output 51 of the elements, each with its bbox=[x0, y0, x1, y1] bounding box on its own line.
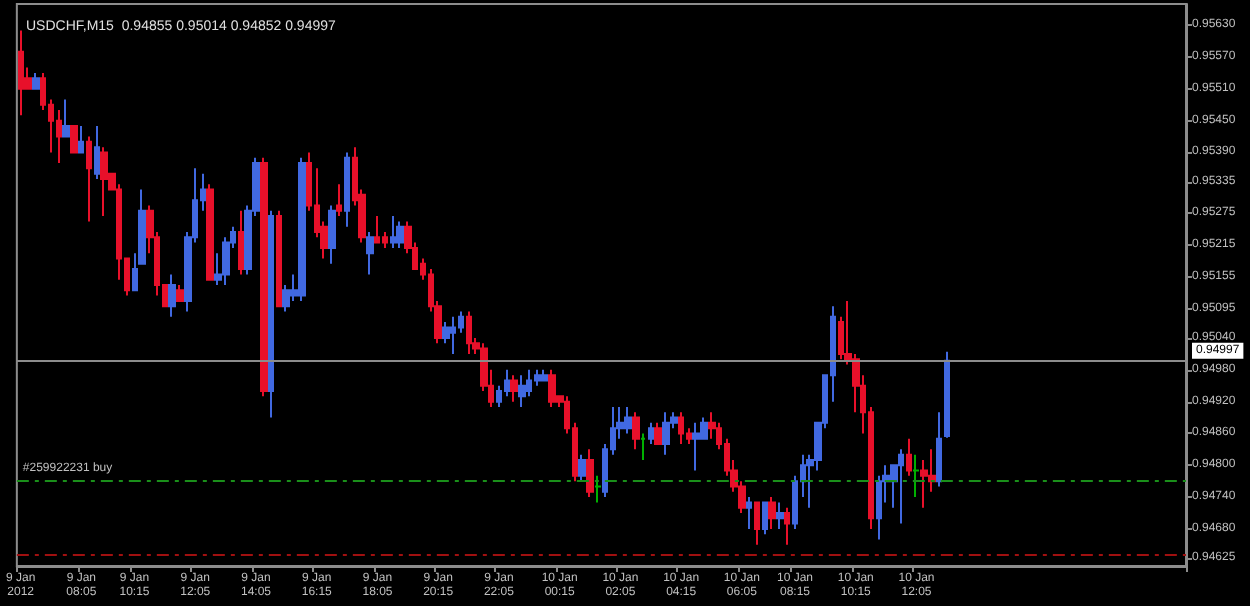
candlestick bbox=[898, 448, 904, 525]
candlestick bbox=[328, 204, 336, 265]
candlestick bbox=[692, 421, 700, 472]
candlestick bbox=[754, 501, 760, 546]
candlestick bbox=[510, 374, 518, 403]
candlestick bbox=[390, 215, 396, 249]
candlestick bbox=[648, 421, 654, 446]
candlestick bbox=[624, 405, 632, 435]
candlestick bbox=[396, 220, 404, 249]
candlestick bbox=[86, 135, 92, 223]
candlestick bbox=[298, 156, 306, 302]
candlestick bbox=[678, 411, 684, 446]
candlestick bbox=[260, 156, 268, 398]
candlestick bbox=[176, 284, 184, 302]
candlestick bbox=[548, 368, 556, 408]
candlestick bbox=[518, 374, 526, 408]
candlestick bbox=[18, 29, 24, 117]
candlestick bbox=[466, 310, 472, 355]
candlestick bbox=[662, 411, 670, 456]
candlestick bbox=[540, 368, 548, 382]
candlestick bbox=[276, 209, 282, 308]
candlestick bbox=[238, 209, 244, 276]
candlestick bbox=[768, 496, 776, 530]
candlestick bbox=[746, 496, 752, 530]
candlestick bbox=[206, 183, 214, 281]
candlestick bbox=[762, 501, 768, 536]
candlestick bbox=[62, 98, 70, 138]
candlestick bbox=[78, 124, 84, 154]
candlestick bbox=[594, 474, 602, 504]
candlestick bbox=[640, 432, 646, 461]
candlestick bbox=[32, 71, 40, 90]
candlestick bbox=[168, 273, 176, 318]
candlestick bbox=[336, 183, 342, 218]
candlestick bbox=[366, 230, 374, 276]
candlestick bbox=[632, 411, 640, 451]
candlestick bbox=[450, 315, 456, 355]
candlestick bbox=[944, 350, 950, 439]
candlestick bbox=[654, 421, 662, 446]
candlestick bbox=[912, 453, 920, 499]
candlestick bbox=[344, 151, 350, 228]
candlestick bbox=[100, 146, 108, 218]
candlestick bbox=[70, 124, 78, 154]
candlestick bbox=[268, 209, 274, 419]
candlestick bbox=[374, 215, 380, 244]
candlestick bbox=[578, 453, 586, 483]
candlestick bbox=[936, 411, 942, 488]
candlestick bbox=[784, 506, 790, 546]
candlestick bbox=[586, 448, 594, 499]
candlestick bbox=[776, 501, 784, 530]
candlestick bbox=[906, 437, 912, 477]
candlestick bbox=[94, 124, 100, 180]
